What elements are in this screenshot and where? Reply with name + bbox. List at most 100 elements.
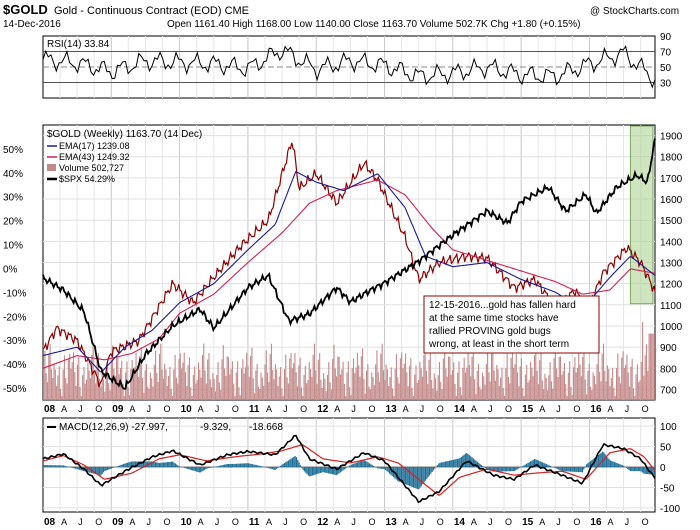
- volume-bar: [415, 365, 417, 400]
- macd-histogram-bar: [611, 460, 613, 468]
- volume-bar: [617, 353, 619, 400]
- volume-bar: [448, 356, 450, 400]
- price-x-tick-label: J: [420, 404, 425, 414]
- macd-histogram-bar: [158, 462, 161, 468]
- volume-bar: [151, 378, 153, 400]
- volume-bar: [371, 372, 373, 400]
- volume-bar: [496, 365, 498, 400]
- volume-bar: [553, 358, 555, 400]
- volume-bar: [123, 395, 125, 400]
- macd-x-tick-label: J: [146, 517, 151, 527]
- volume-bar: [65, 377, 67, 400]
- macd-histogram-bar: [309, 467, 311, 477]
- volume-bar: [434, 378, 437, 400]
- price-x-tick-label: A: [334, 404, 340, 414]
- macd-histogram-bar: [512, 467, 514, 472]
- macd-histogram-bar: [596, 455, 598, 468]
- macd-histogram-bar: [430, 467, 432, 474]
- macd-histogram-bar: [548, 465, 550, 468]
- volume-bar: [362, 348, 364, 400]
- volume-bar: [92, 343, 94, 400]
- macd-histogram-bar: [588, 462, 590, 468]
- volume-bar: [260, 372, 262, 400]
- macd-histogram-bar: [487, 467, 489, 470]
- macd-histogram-bar: [443, 461, 445, 468]
- volume-bar: [59, 388, 62, 400]
- macd-histogram-bar: [652, 467, 654, 475]
- macd-histogram-bar: [479, 463, 481, 468]
- macd-histogram-bar: [651, 467, 653, 475]
- price-x-tick-label: A: [198, 404, 204, 414]
- macd-histogram-bar: [192, 467, 194, 471]
- volume-bar: [307, 379, 309, 400]
- macd-signal-value: -9.329,: [200, 422, 231, 433]
- price-x-tick-label: O: [300, 404, 307, 414]
- macd-y-tick-label: -50: [660, 483, 675, 494]
- volume-bar: [457, 372, 459, 400]
- macd-histogram-bar: [390, 467, 392, 475]
- volume-bar: [375, 364, 377, 400]
- macd-histogram-bar: [623, 465, 625, 468]
- volume-bar: [593, 375, 595, 400]
- volume-bar: [474, 379, 476, 400]
- macd-histogram-bar: [321, 467, 323, 473]
- macd-histogram-bar: [591, 460, 593, 468]
- volume-bar: [157, 381, 159, 400]
- volume-bar: [454, 383, 456, 400]
- volume-bar: [96, 359, 98, 400]
- price-x-tick-label: J: [488, 404, 493, 414]
- macd-histogram-bar: [635, 467, 637, 472]
- macd-histogram-bar: [560, 467, 562, 471]
- price-right-tick-label: 1500: [660, 216, 683, 227]
- macd-histogram-bar: [273, 467, 275, 470]
- macd-histogram-bar: [322, 467, 324, 473]
- macd-histogram-bar: [121, 464, 123, 468]
- volume-bar: [334, 368, 336, 400]
- annotation-box: [423, 295, 600, 354]
- macd-histogram-bar: [503, 467, 505, 472]
- macd-histogram-bar: [74, 467, 77, 469]
- volume-bar: [604, 370, 606, 400]
- volume-bar: [526, 364, 528, 400]
- macd-histogram-bar: [522, 466, 524, 468]
- volume-bar: [490, 353, 493, 400]
- macd-histogram-bar: [540, 461, 542, 468]
- macd-histogram-bar: [231, 463, 234, 468]
- volume-bar: [233, 383, 235, 400]
- volume-bar: [513, 368, 515, 400]
- macd-histogram-bar: [168, 461, 170, 468]
- volume-bar: [477, 363, 480, 400]
- macd-histogram-bar: [193, 467, 195, 471]
- price-x-tick-label: 11: [249, 404, 260, 415]
- volume-bar: [160, 343, 162, 400]
- volume-bar: [558, 356, 560, 400]
- volume-bar: [472, 348, 474, 400]
- volume-bar: [325, 391, 327, 400]
- volume-bar: [166, 385, 168, 400]
- macd-histogram-bar: [528, 462, 530, 468]
- macd-histogram-bar: [361, 460, 363, 468]
- volume-bar: [552, 388, 554, 400]
- volume-bar: [139, 355, 141, 400]
- macd-histogram-bar: [93, 467, 95, 474]
- volume-bar: [265, 350, 267, 400]
- volume-bar: [138, 376, 140, 400]
- volume-bar: [416, 382, 418, 400]
- volume-bar: [158, 353, 161, 400]
- volume-bar: [339, 374, 342, 400]
- macd-histogram-bar: [210, 467, 212, 468]
- macd-histogram-bar: [162, 462, 165, 468]
- macd-histogram-bar: [619, 464, 621, 468]
- macd-histogram-bar: [424, 467, 427, 481]
- macd-histogram-bar: [253, 464, 255, 468]
- volume-bar: [319, 353, 321, 400]
- volume-bar: [79, 386, 81, 400]
- volume-bar: [463, 357, 465, 400]
- volume-bar: [408, 365, 411, 400]
- price-right-tick-label: 900: [660, 343, 677, 354]
- volume-bar: [612, 368, 614, 400]
- volume-bar: [407, 386, 409, 400]
- price-left-tick-label: 0%: [3, 264, 18, 275]
- macd-histogram-bar: [452, 459, 455, 468]
- rsi-y-tick-label: 70: [660, 48, 672, 59]
